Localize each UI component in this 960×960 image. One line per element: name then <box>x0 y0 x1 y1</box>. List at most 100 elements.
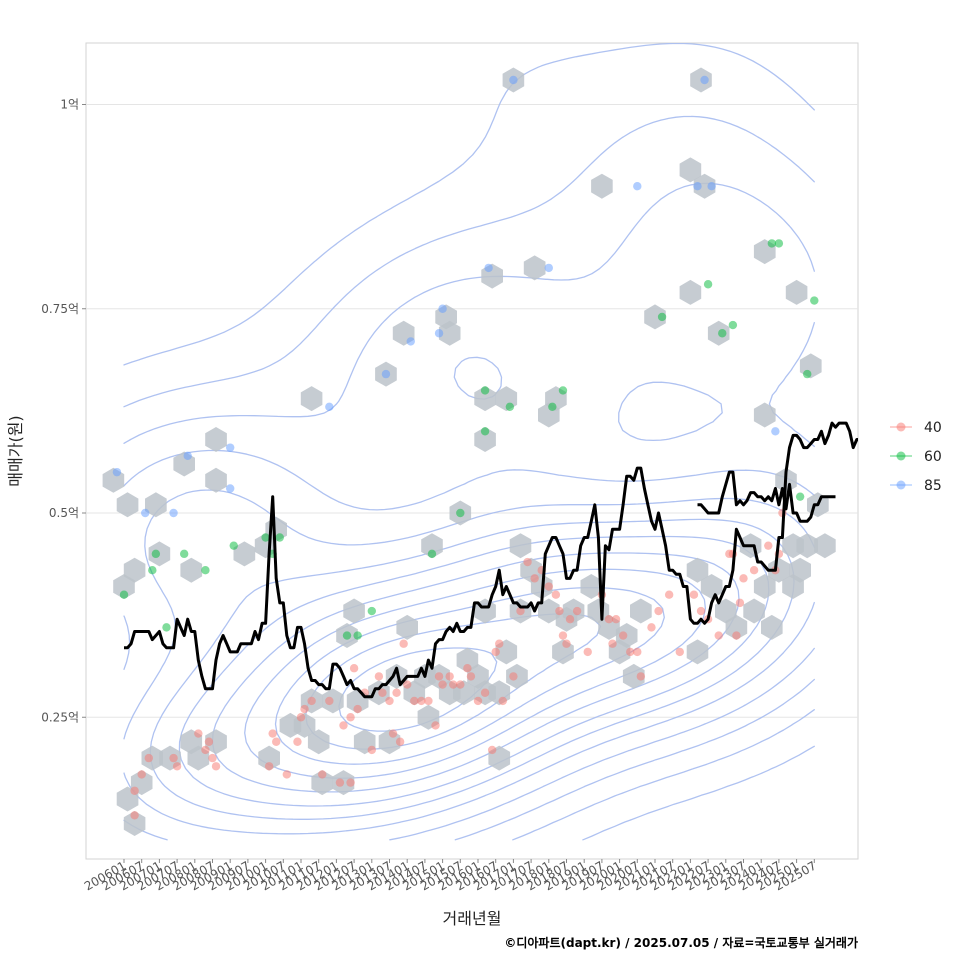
point-40 <box>367 745 376 755</box>
hexbin <box>622 663 645 689</box>
point-85 <box>434 329 444 338</box>
hexbin <box>421 533 443 559</box>
point-40 <box>495 639 504 648</box>
point-40 <box>523 557 532 567</box>
point-40 <box>399 639 408 648</box>
point-40 <box>325 696 334 706</box>
legend-key-60 <box>896 451 906 461</box>
point-40 <box>438 680 447 689</box>
hexbin <box>580 574 603 599</box>
point-60 <box>480 427 490 436</box>
point-85 <box>112 467 122 477</box>
point-40 <box>204 737 214 746</box>
point-85 <box>771 427 780 436</box>
point-40 <box>611 615 621 624</box>
hexbin <box>123 557 146 583</box>
point-40 <box>410 696 419 706</box>
hexbin <box>796 533 818 559</box>
y-tick-label: 1억 <box>60 98 79 112</box>
point-40 <box>516 606 525 616</box>
point-85 <box>544 263 553 273</box>
y-axis-ticks: 0.25억 0.5억 0.75억 1억 <box>41 98 86 724</box>
hexbin <box>630 598 652 624</box>
point-85 <box>484 263 493 273</box>
hexbin <box>814 533 836 559</box>
hexbin <box>474 427 496 452</box>
point-40 <box>293 737 302 746</box>
median-line <box>124 421 858 699</box>
density-contour <box>274 586 665 765</box>
hexbin <box>180 557 203 583</box>
density-contour <box>123 115 815 841</box>
point-85 <box>183 451 192 461</box>
point-60 <box>179 549 189 559</box>
point-60 <box>456 508 465 518</box>
point-40 <box>339 721 348 730</box>
point-85 <box>226 443 235 452</box>
hexbin <box>686 557 709 583</box>
point-40 <box>572 606 582 616</box>
point-60 <box>774 239 784 248</box>
point-40 <box>169 753 178 763</box>
point-40 <box>374 672 384 681</box>
point-40 <box>211 762 221 771</box>
point-40 <box>633 647 642 657</box>
point-40 <box>696 606 706 616</box>
point-60 <box>151 549 161 559</box>
median-line-tail <box>697 470 836 523</box>
point-85 <box>509 75 518 85</box>
point-85 <box>381 369 391 379</box>
caption: ©디아파트(dapt.kr) / 2025.07.05 / 자료=국토교통부 실… <box>504 935 858 950</box>
point-40 <box>618 631 628 640</box>
hexbin <box>785 279 808 305</box>
point-60 <box>480 386 490 395</box>
point-85 <box>169 508 178 518</box>
density-contour <box>123 356 815 841</box>
y-tick-label: 0.5억 <box>49 506 79 520</box>
point-40 <box>130 811 139 820</box>
point-40 <box>424 696 433 706</box>
point-40 <box>130 786 139 795</box>
point-40 <box>388 729 398 738</box>
point-40 <box>555 606 564 616</box>
point-40 <box>392 688 401 697</box>
x-axis-title: 거래년월 <box>443 909 502 928</box>
point-40 <box>689 590 699 599</box>
point-40 <box>445 672 454 681</box>
legend-key-40 <box>896 422 906 432</box>
hexbin <box>686 639 709 665</box>
point-40 <box>296 713 306 722</box>
point-40 <box>739 574 748 583</box>
point-40 <box>664 590 674 599</box>
hexbin <box>233 541 256 567</box>
point-40 <box>749 565 759 575</box>
point-40 <box>565 615 575 624</box>
point-40 <box>473 696 483 706</box>
median-price-line <box>124 421 858 699</box>
point-40 <box>583 647 592 657</box>
point-40 <box>272 737 281 746</box>
hexbin <box>591 173 613 199</box>
density-contour <box>123 489 815 835</box>
point-40 <box>346 778 355 787</box>
hexbin <box>123 811 146 836</box>
point-85 <box>438 304 447 313</box>
hexbin <box>644 304 666 330</box>
density-contour <box>149 518 795 820</box>
hexbin <box>343 598 365 624</box>
point-40 <box>349 664 359 673</box>
point-40 <box>735 598 745 608</box>
hexbin <box>438 320 461 346</box>
hexbin <box>715 598 737 624</box>
point-40 <box>264 762 274 771</box>
point-40 <box>201 745 210 755</box>
point-40 <box>466 672 476 681</box>
point-85 <box>707 182 716 191</box>
hexbin <box>311 770 334 796</box>
point-40 <box>300 704 309 714</box>
hexbin <box>145 492 167 518</box>
point-40 <box>456 680 465 689</box>
point-40 <box>498 696 507 706</box>
point-40 <box>764 541 773 550</box>
